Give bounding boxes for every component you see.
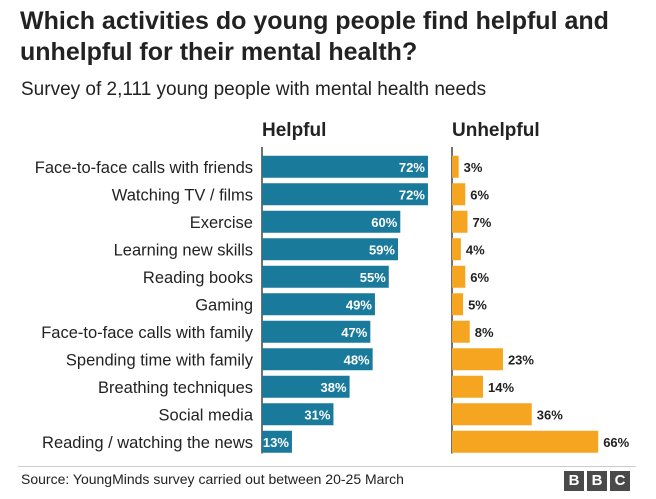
category-label: Reading books	[143, 269, 253, 287]
chart-title: Which activities do young people find he…	[20, 7, 609, 66]
helpful-bar	[262, 320, 371, 343]
bbc-logo-letter: C	[610, 471, 630, 491]
category-label: Breathing techniques	[98, 379, 253, 397]
unhelpful-bar	[452, 430, 599, 453]
footer-divider	[18, 466, 636, 467]
unhelpful-value-label: 36%	[537, 407, 563, 422]
bbc-logo-letter: B	[564, 471, 584, 491]
source-note: Source: YoungMinds survey carried out be…	[21, 471, 404, 487]
helpful-value-label: 48%	[344, 352, 370, 367]
helpful-bar	[262, 155, 428, 178]
helpful-value-label: 55%	[360, 270, 386, 285]
unhelpful-value-label: 8%	[475, 325, 494, 340]
helpful-value-label: 38%	[321, 380, 347, 395]
unhelpful-value-label: 7%	[473, 215, 492, 230]
helpful-value-label: 47%	[341, 325, 367, 340]
unhelpful-value-label: 23%	[508, 352, 534, 367]
unhelpful-bar	[452, 210, 468, 233]
unhelpful-bar	[452, 265, 466, 288]
unhelpful-bar	[452, 320, 470, 343]
unhelpful-heading: Unhelpful	[452, 120, 540, 141]
helpful-value-label: 72%	[399, 160, 425, 175]
bbc-logo-letter: B	[587, 471, 607, 491]
unhelpful-bar	[452, 293, 464, 316]
unhelpful-value-label: 6%	[470, 187, 489, 202]
category-label: Learning new skills	[114, 241, 253, 259]
helpful-value-label: 31%	[304, 407, 330, 422]
unhelpful-bar	[452, 403, 532, 426]
bbc-logo: B B C	[564, 471, 630, 491]
unhelpful-value-label: 3%	[464, 160, 483, 175]
unhelpful-value-label: 6%	[470, 270, 489, 285]
category-label: Face-to-face calls with friends	[35, 159, 253, 177]
chart-subtitle: Survey of 2,111 young people with mental…	[21, 79, 487, 100]
category-label: Social media	[159, 406, 254, 424]
unhelpful-value-label: 66%	[603, 435, 629, 450]
unhelpful-value-label: 14%	[488, 380, 514, 395]
helpful-value-label: 13%	[263, 435, 289, 450]
category-label: Spending time with family	[66, 351, 254, 369]
unhelpful-bar	[452, 238, 461, 261]
unhelpful-value-label: 5%	[468, 297, 487, 312]
unhelpful-value-label: 4%	[466, 242, 485, 257]
category-label: Face-to-face calls with family	[41, 324, 254, 342]
helpful-bar	[262, 183, 428, 206]
unhelpful-bar	[452, 375, 484, 398]
category-label: Watching TV / films	[112, 186, 253, 204]
helpful-bar	[262, 210, 401, 233]
helpful-bar	[262, 375, 350, 398]
unhelpful-bar	[452, 155, 459, 178]
helpful-value-label: 60%	[371, 215, 397, 230]
helpful-bar	[262, 348, 373, 371]
helpful-bar	[262, 430, 292, 453]
unhelpful-bar	[452, 348, 503, 371]
helpful-heading: Helpful	[262, 120, 327, 141]
helpful-value-label: 59%	[369, 242, 395, 257]
unhelpful-bar	[452, 183, 466, 206]
helpful-value-label: 72%	[399, 187, 425, 202]
helpful-bar	[262, 403, 334, 426]
category-label: Reading / watching the news	[42, 434, 253, 452]
helpful-bar	[262, 238, 398, 261]
helpful-bar	[262, 265, 389, 288]
category-label: Gaming	[195, 296, 253, 314]
helpful-value-label: 49%	[346, 297, 372, 312]
helpful-bar	[262, 293, 375, 316]
category-label: Exercise	[190, 214, 253, 232]
